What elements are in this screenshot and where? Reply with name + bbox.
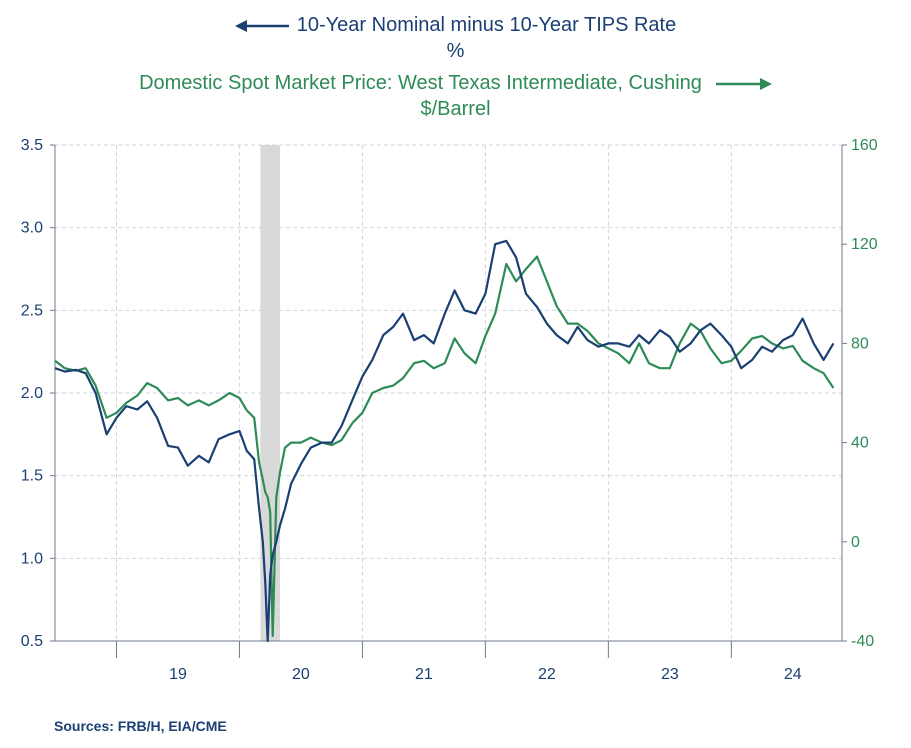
left-series-unit: %: [446, 40, 465, 62]
series-line-breakeven: [54, 239, 835, 643]
right-axis-tick-label: -40: [851, 633, 874, 650]
right-axis-tick-label: 120: [851, 236, 878, 253]
series-line-wti: [54, 255, 835, 638]
right-axis-tick-label: 80: [851, 335, 869, 352]
left-axis-tick-label: 1.0: [21, 550, 43, 567]
x-axis-tick-label: 19: [169, 666, 187, 683]
legend-right-series: Domestic Spot Market Price: West Texas I…: [0, 72, 911, 95]
left-axis-tick-label: 2.5: [21, 302, 43, 319]
right-series-title: Domestic Spot Market Price: West Texas I…: [139, 72, 702, 94]
right-axis-tick-label: 0: [851, 534, 860, 551]
x-axis-tick-label: 23: [661, 666, 679, 683]
right-axis-tick-label: 40: [851, 435, 869, 452]
left-axis-tick-label: 3.5: [21, 137, 43, 154]
x-axis-tick-label: 24: [784, 666, 802, 683]
right-series-unit: $/Barrel: [420, 98, 491, 120]
dual-axis-line-chart: 3.5 3.0 2.5 2.0 1.5 1.0 0.5 160 120 80 40 0 -40 19 20 2…: [21, 137, 878, 683]
arrow-right-icon: [715, 77, 772, 90]
left-axis-tick-label: 2.0: [21, 385, 43, 402]
left-series-title: 10-Year Nominal minus 10-Year TIPS Rate: [296, 14, 677, 36]
legend-left-series: 10-Year Nominal minus 10-Year TIPS Rate: [0, 14, 911, 37]
x-axis-tick-label: 20: [292, 666, 310, 683]
left-axis-tick-label: 1.5: [21, 468, 43, 485]
sources-note: Sources: FRB/H, EIA/CME: [54, 718, 227, 734]
left-axis-tick-label: 3.0: [21, 220, 43, 237]
arrow-left-icon: [234, 19, 289, 32]
left-axis-tick-label: 0.5: [21, 633, 43, 650]
right-axis-tick-label: 160: [851, 137, 878, 154]
x-axis-tick-label: 22: [538, 666, 556, 683]
x-axis-tick-label: 21: [415, 666, 433, 683]
